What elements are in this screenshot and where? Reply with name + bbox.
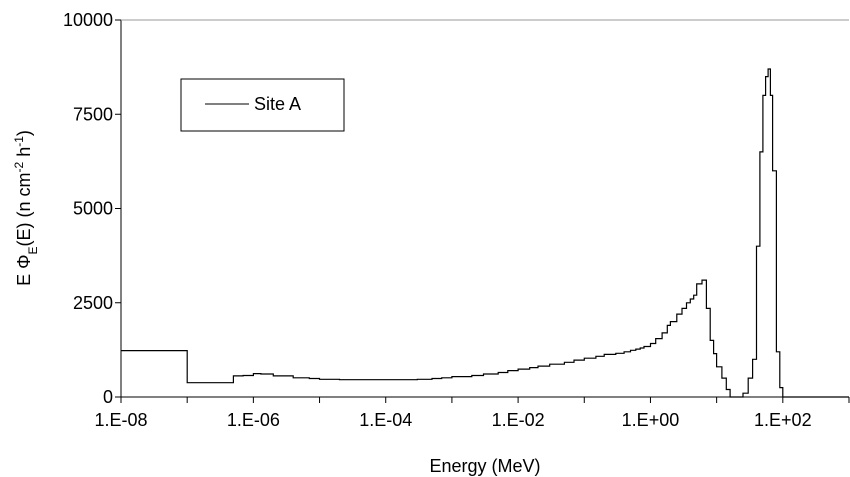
legend: Site A <box>180 78 345 132</box>
legend-box <box>180 78 345 132</box>
y-axis-title-part-4: ) <box>14 130 34 136</box>
y-ticks: 0 2500 5000 7500 10000 <box>63 10 121 407</box>
x-ticks: 1.E-08 1.E-06 1.E-04 1.E-02 1.E+00 1.E+02 <box>94 397 850 430</box>
y-axis-title-sup-2: -1 <box>12 136 26 147</box>
x-tick-label: 1.E-02 <box>492 410 545 430</box>
y-tick-label: 2500 <box>73 293 113 313</box>
series-layer <box>121 68 849 398</box>
y-tick-label: 7500 <box>73 104 113 124</box>
y-axis-title-sub: E <box>26 246 40 254</box>
y-axis-title-part-2: (E) (n cm <box>14 172 34 246</box>
x-tick-label: 1.E+02 <box>754 410 812 430</box>
x-axis-title: Energy (MeV) <box>429 456 540 476</box>
x-tick-label: 1.E-06 <box>227 410 280 430</box>
legend-label: Site A <box>254 94 301 114</box>
y-axis-title-part-3: h <box>14 147 34 162</box>
y-axis-title-sup-1: -2 <box>12 161 26 172</box>
y-tick-label: 5000 <box>73 199 113 219</box>
x-tick-label: 1.E+00 <box>622 410 680 430</box>
y-tick-label: 0 <box>103 387 113 407</box>
y-axis-title: E ΦE(E) (n cm-2 h-1) <box>12 130 40 286</box>
x-tick-label: 1.E-08 <box>94 410 147 430</box>
x-tick-label: 1.E-04 <box>359 410 412 430</box>
axes <box>120 19 849 398</box>
y-tick-label: 10000 <box>63 10 113 30</box>
y-axis-title-part-1: E Φ <box>14 255 34 286</box>
series-line-0 <box>121 68 849 398</box>
